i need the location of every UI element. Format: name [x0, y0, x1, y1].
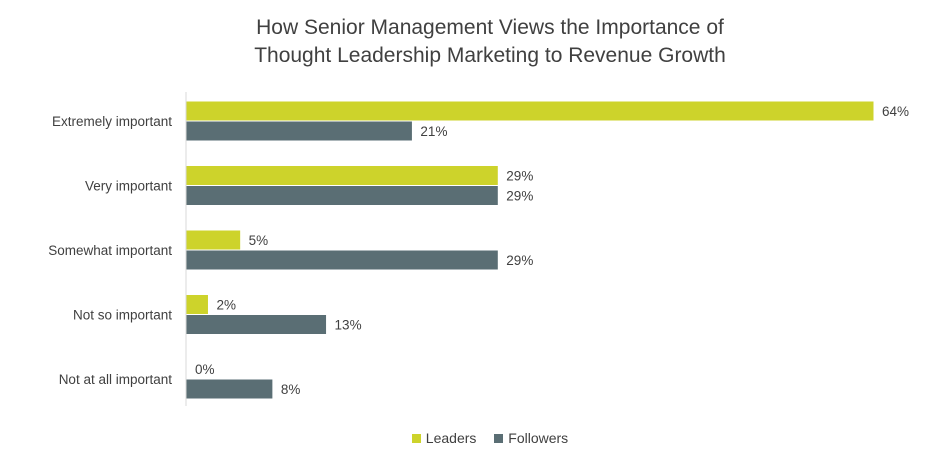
chart-title-line-2: Thought Leadership Marketing to Revenue …: [254, 44, 726, 67]
legend-item-leaders: Leaders: [411, 430, 477, 446]
legend-label-leaders: Leaders: [425, 430, 477, 446]
bar-leaders-very-important: [186, 166, 498, 185]
legend: Leaders Followers: [0, 430, 944, 446]
category-label-somewhat-important: Somewhat important: [48, 243, 172, 258]
data-label-leaders-very-important: 29%: [506, 169, 533, 184]
category-label-extremely-important: Extremely important: [52, 114, 172, 129]
bar-leaders-somewhat-important: [186, 230, 241, 250]
legend-swatch-leaders: [411, 434, 421, 443]
category-label-not-so-important: Not so important: [73, 308, 172, 323]
legend-item-followers: Followers: [494, 430, 568, 446]
category-label-very-important: Very important: [85, 179, 172, 194]
chart-title-line-1: How Senior Management Views the Importan…: [256, 16, 724, 39]
bar-followers-not-so-important: [186, 315, 327, 334]
data-label-followers-not-so-important: 13%: [335, 318, 362, 333]
chart-title: How Senior Management Views the Importan…: [0, 14, 944, 70]
data-label-leaders-extremely-important: 64%: [882, 104, 909, 119]
data-label-followers-very-important: 29%: [506, 189, 533, 204]
data-label-leaders-not-so-important: 2%: [216, 298, 236, 313]
data-label-followers-somewhat-important: 29%: [506, 253, 533, 268]
bar-followers-somewhat-important: [186, 250, 498, 270]
bar-leaders-not-so-important: [186, 295, 208, 314]
bar-followers-not-at-all-important: [186, 379, 273, 399]
legend-label-followers: Followers: [508, 430, 569, 446]
category-label-not-at-all-important: Not at all important: [59, 372, 173, 387]
bar-leaders-extremely-important: [186, 101, 874, 121]
legend-swatch-followers: [494, 434, 504, 443]
data-label-followers-not-at-all-important: 8%: [281, 382, 301, 397]
data-label-leaders-not-at-all-important: 0%: [195, 362, 215, 377]
data-label-followers-extremely-important: 21%: [420, 124, 447, 139]
data-label-leaders-somewhat-important: 5%: [249, 233, 269, 248]
bar-followers-very-important: [186, 186, 498, 205]
bar-followers-extremely-important: [186, 121, 412, 141]
